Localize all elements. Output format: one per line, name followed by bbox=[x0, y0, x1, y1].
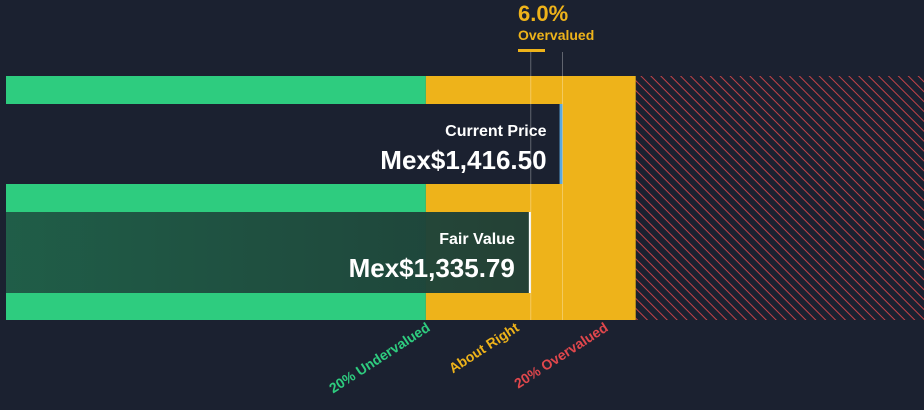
difference-marker bbox=[518, 49, 545, 52]
difference-percent: 6.0% bbox=[518, 1, 568, 26]
current-price-edge bbox=[559, 104, 563, 184]
difference-status: Overvalued bbox=[518, 27, 594, 43]
current-price-label: Current Price bbox=[445, 123, 546, 140]
difference-indicator: 6.0% Overvalued bbox=[518, 1, 594, 52]
fair-value-bar bbox=[6, 212, 531, 293]
zone-labels: 20% Undervalued About Right 20% Overvalu… bbox=[326, 319, 611, 396]
fair-value-label: Fair Value bbox=[439, 231, 515, 248]
value-bars: Current Price Mex$1,416.50 Fair Value Mex$1… bbox=[6, 52, 563, 320]
fair-value-value: Mex$1,335.79 bbox=[349, 253, 515, 283]
zone-label-overvalued: 20% Overvalued bbox=[511, 319, 610, 391]
zone-label-about-right: About Right bbox=[446, 319, 522, 376]
current-price-value: Mex$1,416.50 bbox=[380, 145, 546, 175]
current-price-bar bbox=[6, 104, 563, 184]
zone-label-undervalued: 20% Undervalued bbox=[326, 319, 433, 396]
fair-value-edge bbox=[528, 212, 531, 293]
zone-band-overvalued bbox=[635, 76, 924, 320]
